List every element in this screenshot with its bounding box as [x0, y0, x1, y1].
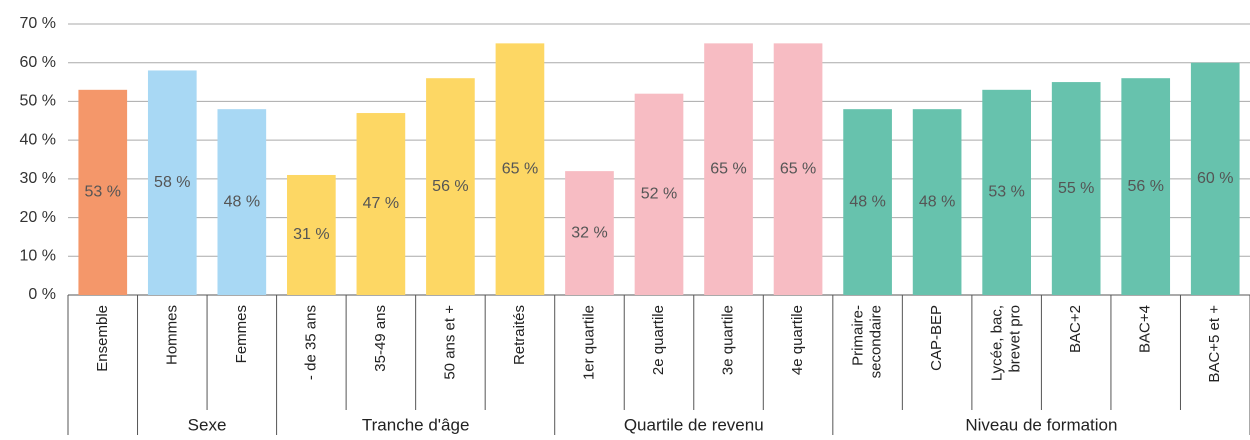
value-label: 58 % — [154, 174, 190, 191]
y-tick-label: 30 % — [20, 170, 56, 187]
bar — [356, 113, 406, 296]
value-label: 48 % — [849, 193, 885, 210]
group-label: Tranche d'âge — [362, 415, 470, 434]
bar — [843, 109, 892, 296]
value-label: 52 % — [641, 186, 677, 203]
y-tick-label: 50 % — [20, 93, 56, 110]
y-tick-label: 10 % — [20, 248, 56, 265]
value-label: 32 % — [571, 224, 607, 241]
value-label: 56 % — [432, 178, 468, 195]
group-label: Niveau de formation — [965, 415, 1117, 434]
x-tick-label: Lycée, bac,brevet pro — [989, 305, 1024, 381]
x-tick-label: 4e quartile — [789, 305, 806, 375]
bar — [982, 89, 1031, 295]
bar — [1051, 82, 1101, 295]
bar — [1190, 62, 1240, 295]
bar — [1121, 78, 1171, 295]
value-label: 65 % — [502, 160, 538, 177]
value-label: 48 % — [919, 193, 955, 210]
x-tick-label: 1er quartile — [580, 305, 597, 380]
y-tick-label: 20 % — [20, 209, 56, 226]
bar — [634, 93, 684, 295]
bar — [773, 43, 823, 295]
value-label: 56 % — [1127, 178, 1163, 195]
value-label: 53 % — [85, 184, 121, 201]
y-tick-label: 70 % — [20, 15, 56, 32]
value-label: 31 % — [293, 226, 329, 243]
value-label: 65 % — [780, 160, 816, 177]
x-tick-label: Retraités — [511, 305, 528, 365]
x-tick-label: CAP-BEP — [928, 305, 945, 371]
bar — [426, 78, 475, 295]
value-label: 47 % — [363, 195, 399, 212]
x-tick-label: BAC+4 — [1137, 305, 1154, 353]
bar — [287, 174, 336, 295]
bar — [565, 171, 614, 295]
group-label: Sexe — [188, 415, 227, 434]
y-tick-label: 0 % — [28, 286, 56, 303]
x-tick-label: Primaire-secondaire — [850, 305, 885, 378]
bar — [217, 109, 267, 296]
x-tick-label: BAC+2 — [1067, 305, 1084, 353]
x-tick-label: Femmes — [233, 305, 250, 363]
bar — [912, 109, 962, 296]
value-label: 53 % — [988, 184, 1024, 201]
bar — [78, 89, 128, 295]
x-tick-label: 3e quartile — [719, 305, 736, 375]
value-label: 65 % — [710, 160, 746, 177]
value-label: 55 % — [1058, 180, 1094, 197]
x-tick-label: 50 ans et + — [441, 305, 458, 380]
x-tick-label: 35-49 ans — [372, 305, 389, 372]
value-label: 48 % — [224, 193, 260, 210]
group-label: Quartile de revenu — [624, 415, 764, 434]
x-tick-label: BAC+5 et + — [1206, 305, 1223, 383]
x-tick-label: 2e quartile — [650, 305, 667, 375]
value-label: 60 % — [1197, 170, 1233, 187]
x-tick-label: Hommes — [163, 305, 180, 365]
y-tick-label: 40 % — [20, 131, 56, 148]
x-tick-label: - de 35 ans — [302, 305, 319, 380]
y-tick-label: 60 % — [20, 54, 56, 71]
bar — [704, 43, 753, 295]
bar — [147, 70, 197, 295]
bar — [495, 43, 545, 295]
x-tick-label: Ensemble — [94, 305, 111, 372]
